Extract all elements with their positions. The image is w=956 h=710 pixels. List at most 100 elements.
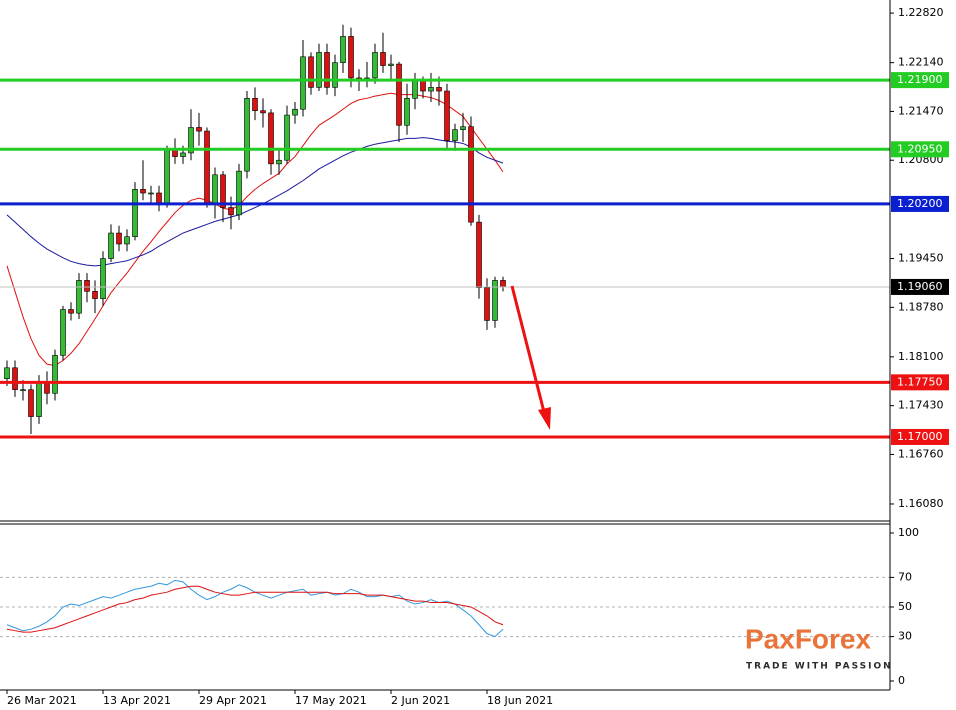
y-tick-label: 50 [898,600,912,613]
x-tick-label: 2 Jun 2021 [391,694,450,707]
y-tick-label: 1.16080 [898,497,944,510]
candle-body [292,108,298,116]
level-tag [891,141,949,158]
level-tag-label: 1.17750 [897,375,943,388]
candle-body [92,291,98,299]
x-tick-label: 29 Apr 2021 [199,694,267,707]
candle-body [236,170,242,216]
level-tag [891,374,949,391]
candle-body [84,280,90,292]
level-tag-label: 1.20950 [897,142,943,155]
x-tick-label: 13 Apr 2021 [103,694,171,707]
candle-body [76,280,82,314]
level-tag [891,278,949,295]
y-tick-label: 1.19450 [898,252,944,265]
level-tag [891,195,949,212]
candle-body [500,280,506,288]
candle-body [196,127,202,132]
candle-body [116,232,122,245]
y-tick-label: 1.18780 [898,300,944,313]
candle-body [380,52,386,66]
candle-body [164,148,170,205]
arrow-shaft [510,285,546,413]
candle-body [204,130,210,205]
y-tick-label: 100 [898,526,919,539]
level-tag [891,428,949,445]
logo-name: PaxForex [745,623,871,654]
candle-body [228,207,234,216]
candle-body [420,79,426,92]
candle-body [284,114,290,161]
candle-body [436,87,442,92]
candle-body [180,152,186,157]
candle-body [324,52,330,88]
candle-body [36,382,42,417]
x-tick-label: 17 May 2021 [295,694,367,707]
y-tick-label: 1.22140 [898,56,944,69]
candle-body [428,87,434,92]
level-tag-label: 1.20200 [897,197,943,210]
candle-body [460,126,466,130]
candle-body [332,62,338,88]
x-tick-label: 26 Mar 2021 [7,694,77,707]
candle-body [188,127,194,154]
candle-body [308,56,314,88]
candle-body [52,355,58,394]
candle-body [20,389,26,391]
candle-body [44,382,50,394]
candle-body [12,367,18,390]
candle-body [148,192,154,195]
candle-body [388,63,394,66]
candle-body [468,126,474,223]
candle-body [140,189,146,194]
candle-body [100,258,106,299]
y-tick-label: 0 [898,674,905,687]
level-tag-label: 1.17000 [897,430,943,443]
price-panel [0,24,890,439]
y-tick-label: 1.21470 [898,104,944,117]
candle-body [260,110,266,114]
candle-body [412,79,418,99]
candle-body [396,63,402,126]
moving-average [6,137,504,267]
y-tick-label: 1.22820 [898,6,944,19]
candle-body [276,159,282,165]
candle-body [244,98,250,172]
candle-body [156,192,162,205]
candle-body [492,280,498,321]
candle-body [68,309,74,314]
oscillator-panel [0,576,890,638]
candle-body [28,389,34,417]
candle-body [444,90,450,141]
candle-body [300,56,306,110]
candle-body [452,129,458,141]
candle-body [268,112,274,165]
x-tick-label: 18 Jun 2021 [487,694,553,707]
candle-body [108,232,114,259]
candle-body [212,174,218,205]
candle-body [348,36,354,79]
level-tag [891,72,949,89]
candle-body [476,221,482,288]
candle-body [484,287,490,321]
candle-body [316,52,322,88]
candle-body [4,367,10,380]
level-tag-label: 1.19060 [897,280,943,293]
candle-body [340,36,346,63]
candle-body [252,98,258,112]
candle-body [124,236,130,245]
level-tag-label: 1.21900 [897,73,943,86]
y-tick-label: 70 [898,570,912,583]
candle-body [60,309,66,356]
forecast-arrow [510,285,551,430]
arrow-head [538,407,551,430]
logo-tagline: TRADE WITH PASSION [746,662,893,672]
y-tick-label: 1.18100 [898,350,944,363]
candle-body [372,52,378,79]
y-tick-label: 1.17430 [898,399,944,412]
y-tick-label: 1.16760 [898,447,944,460]
y-tick-label: 30 [898,630,912,643]
candle-body [132,189,138,237]
